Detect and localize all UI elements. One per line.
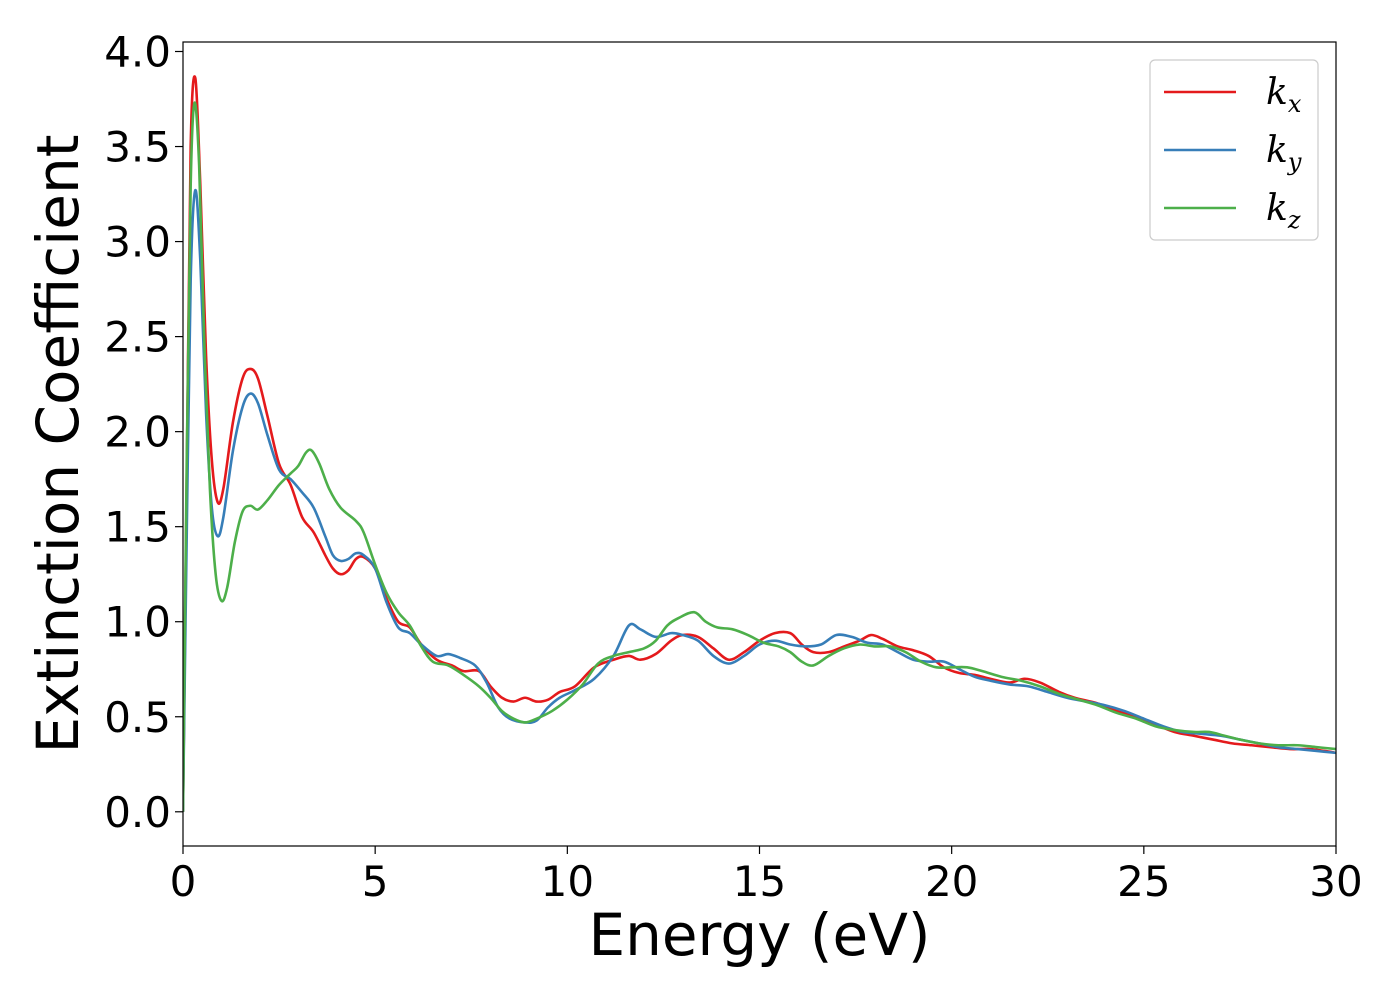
series-line-kz — [183, 101, 1336, 812]
y-tick-label: 0.5 — [104, 693, 171, 742]
x-tick-label: 0 — [170, 857, 197, 906]
x-axis-label: Energy (eV) — [588, 901, 930, 969]
x-tick-label: 30 — [1309, 857, 1362, 906]
x-tick-label: 5 — [362, 857, 389, 906]
x-tick-label: 15 — [733, 857, 786, 906]
legend-label: kx — [1266, 72, 1302, 118]
legend-label: kz — [1266, 188, 1301, 234]
y-tick-label: 1.5 — [104, 503, 171, 552]
y-tick-label: 2.0 — [104, 408, 171, 457]
series-line-ky — [183, 188, 1336, 812]
x-tick-label: 10 — [541, 857, 594, 906]
series-lines — [183, 75, 1336, 812]
y-tick-label: 3.0 — [104, 218, 171, 267]
y-tick-label: 3.5 — [104, 123, 171, 172]
y-tick-label: 4.0 — [104, 28, 171, 77]
x-tick-label: 20 — [925, 857, 978, 906]
legend: kx ky kz — [1149, 59, 1319, 241]
plot-frame — [182, 41, 1337, 847]
y-tick-label: 1.0 — [104, 598, 171, 647]
y-tick-label: 0.0 — [104, 788, 171, 837]
axis-ticks: 0 5 10 15 20 25 30 0.0 0.5 1.0 1.5 2.0 2.5 3.0 3.5 4.0 — [104, 28, 1363, 906]
y-tick-label: 2.5 — [104, 313, 171, 362]
y-axis-label: Extinction Coefficient — [24, 135, 92, 754]
legend-label: ky — [1266, 130, 1302, 176]
x-tick-label: 25 — [1117, 857, 1170, 906]
